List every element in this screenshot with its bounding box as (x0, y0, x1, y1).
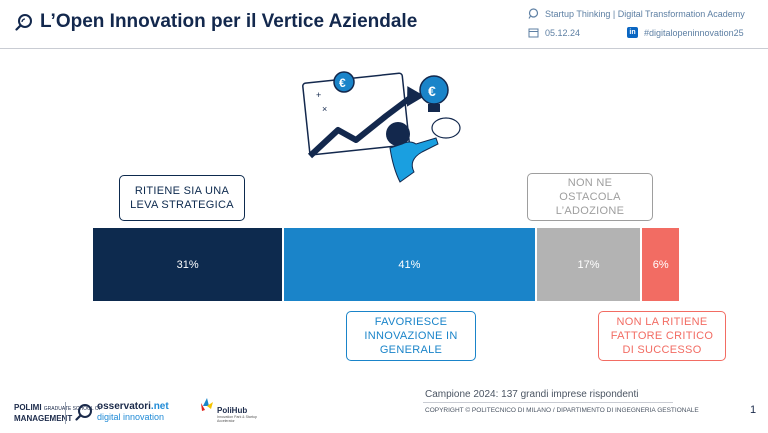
euro-coin-icon: € (333, 71, 355, 93)
polihub-logo: PoliHub Innovation Park & Startup Accele… (199, 398, 257, 423)
date-label: 05.12.24 (545, 27, 581, 38)
osservatori-logo: osservatori.net digital innovation (75, 402, 169, 422)
header-divider (0, 48, 768, 49)
callout-label-3: NON NE OSTACOLA L’ADOZIONE (527, 173, 653, 221)
magnifier-icon (15, 14, 32, 31)
polihub-mark-icon (201, 398, 213, 411)
bar-value-label: 17% (577, 258, 600, 271)
svg-text:€: € (428, 83, 436, 99)
chat-bubble-icon (528, 8, 539, 19)
date-row: 05.12.24 (528, 27, 580, 38)
program-label: Startup Thinking | Digital Transformatio… (545, 8, 745, 19)
calendar-icon (528, 28, 539, 38)
lightbulb-euro-icon: € (419, 75, 449, 112)
copyright-text: COPYRIGHT © POLITECNICO DI MILANO / DIPA… (425, 407, 699, 414)
polimi-logo: POLIMI GRADUATE SCHOOL OF MANAGEMENT (14, 403, 102, 423)
page-number: 1 (750, 404, 757, 416)
hashtag-row[interactable]: in #digitalopeninnovation25 (627, 27, 744, 38)
hashtag-label[interactable]: #digitalopeninnovation25 (644, 27, 744, 38)
logo-separator (65, 402, 66, 424)
program-row: Startup Thinking | Digital Transformatio… (528, 8, 745, 19)
osservatori-magnifier-icon (75, 404, 92, 421)
callout-label-1: RITIENE SIA UNA LEVA STRATEGICA (119, 175, 245, 221)
bar-value-label: 6% (652, 258, 669, 271)
callout-label-4: NON LA RITIENE FATTORE CRITICO DI SUCCES… (598, 311, 726, 361)
bar-segment-2: 41% (284, 228, 535, 301)
footer-divider (423, 402, 673, 403)
linkedin-icon: in (627, 27, 638, 38)
growth-chart-illustration: + × € € (302, 71, 461, 183)
page-title: L’Open Innovation per il Vertice Azienda… (40, 11, 418, 32)
svg-text:€: € (339, 76, 346, 90)
bar-segment-4: 6% (642, 228, 679, 301)
bar-value-label: 41% (398, 258, 421, 271)
bar-segment-3: 17% (536, 228, 641, 301)
svg-text:×: × (322, 104, 327, 114)
pointing-hand-icon (386, 122, 439, 183)
svg-text:+: + (316, 90, 321, 100)
bar-value-label: 31% (176, 258, 199, 271)
sample-note: Campione 2024: 137 grandi imprese rispon… (425, 389, 639, 400)
bar-segment-1: 31% (93, 228, 283, 301)
callout-label-2: FAVORIESCE INNOVAZIONE IN GENERALE (346, 311, 476, 361)
